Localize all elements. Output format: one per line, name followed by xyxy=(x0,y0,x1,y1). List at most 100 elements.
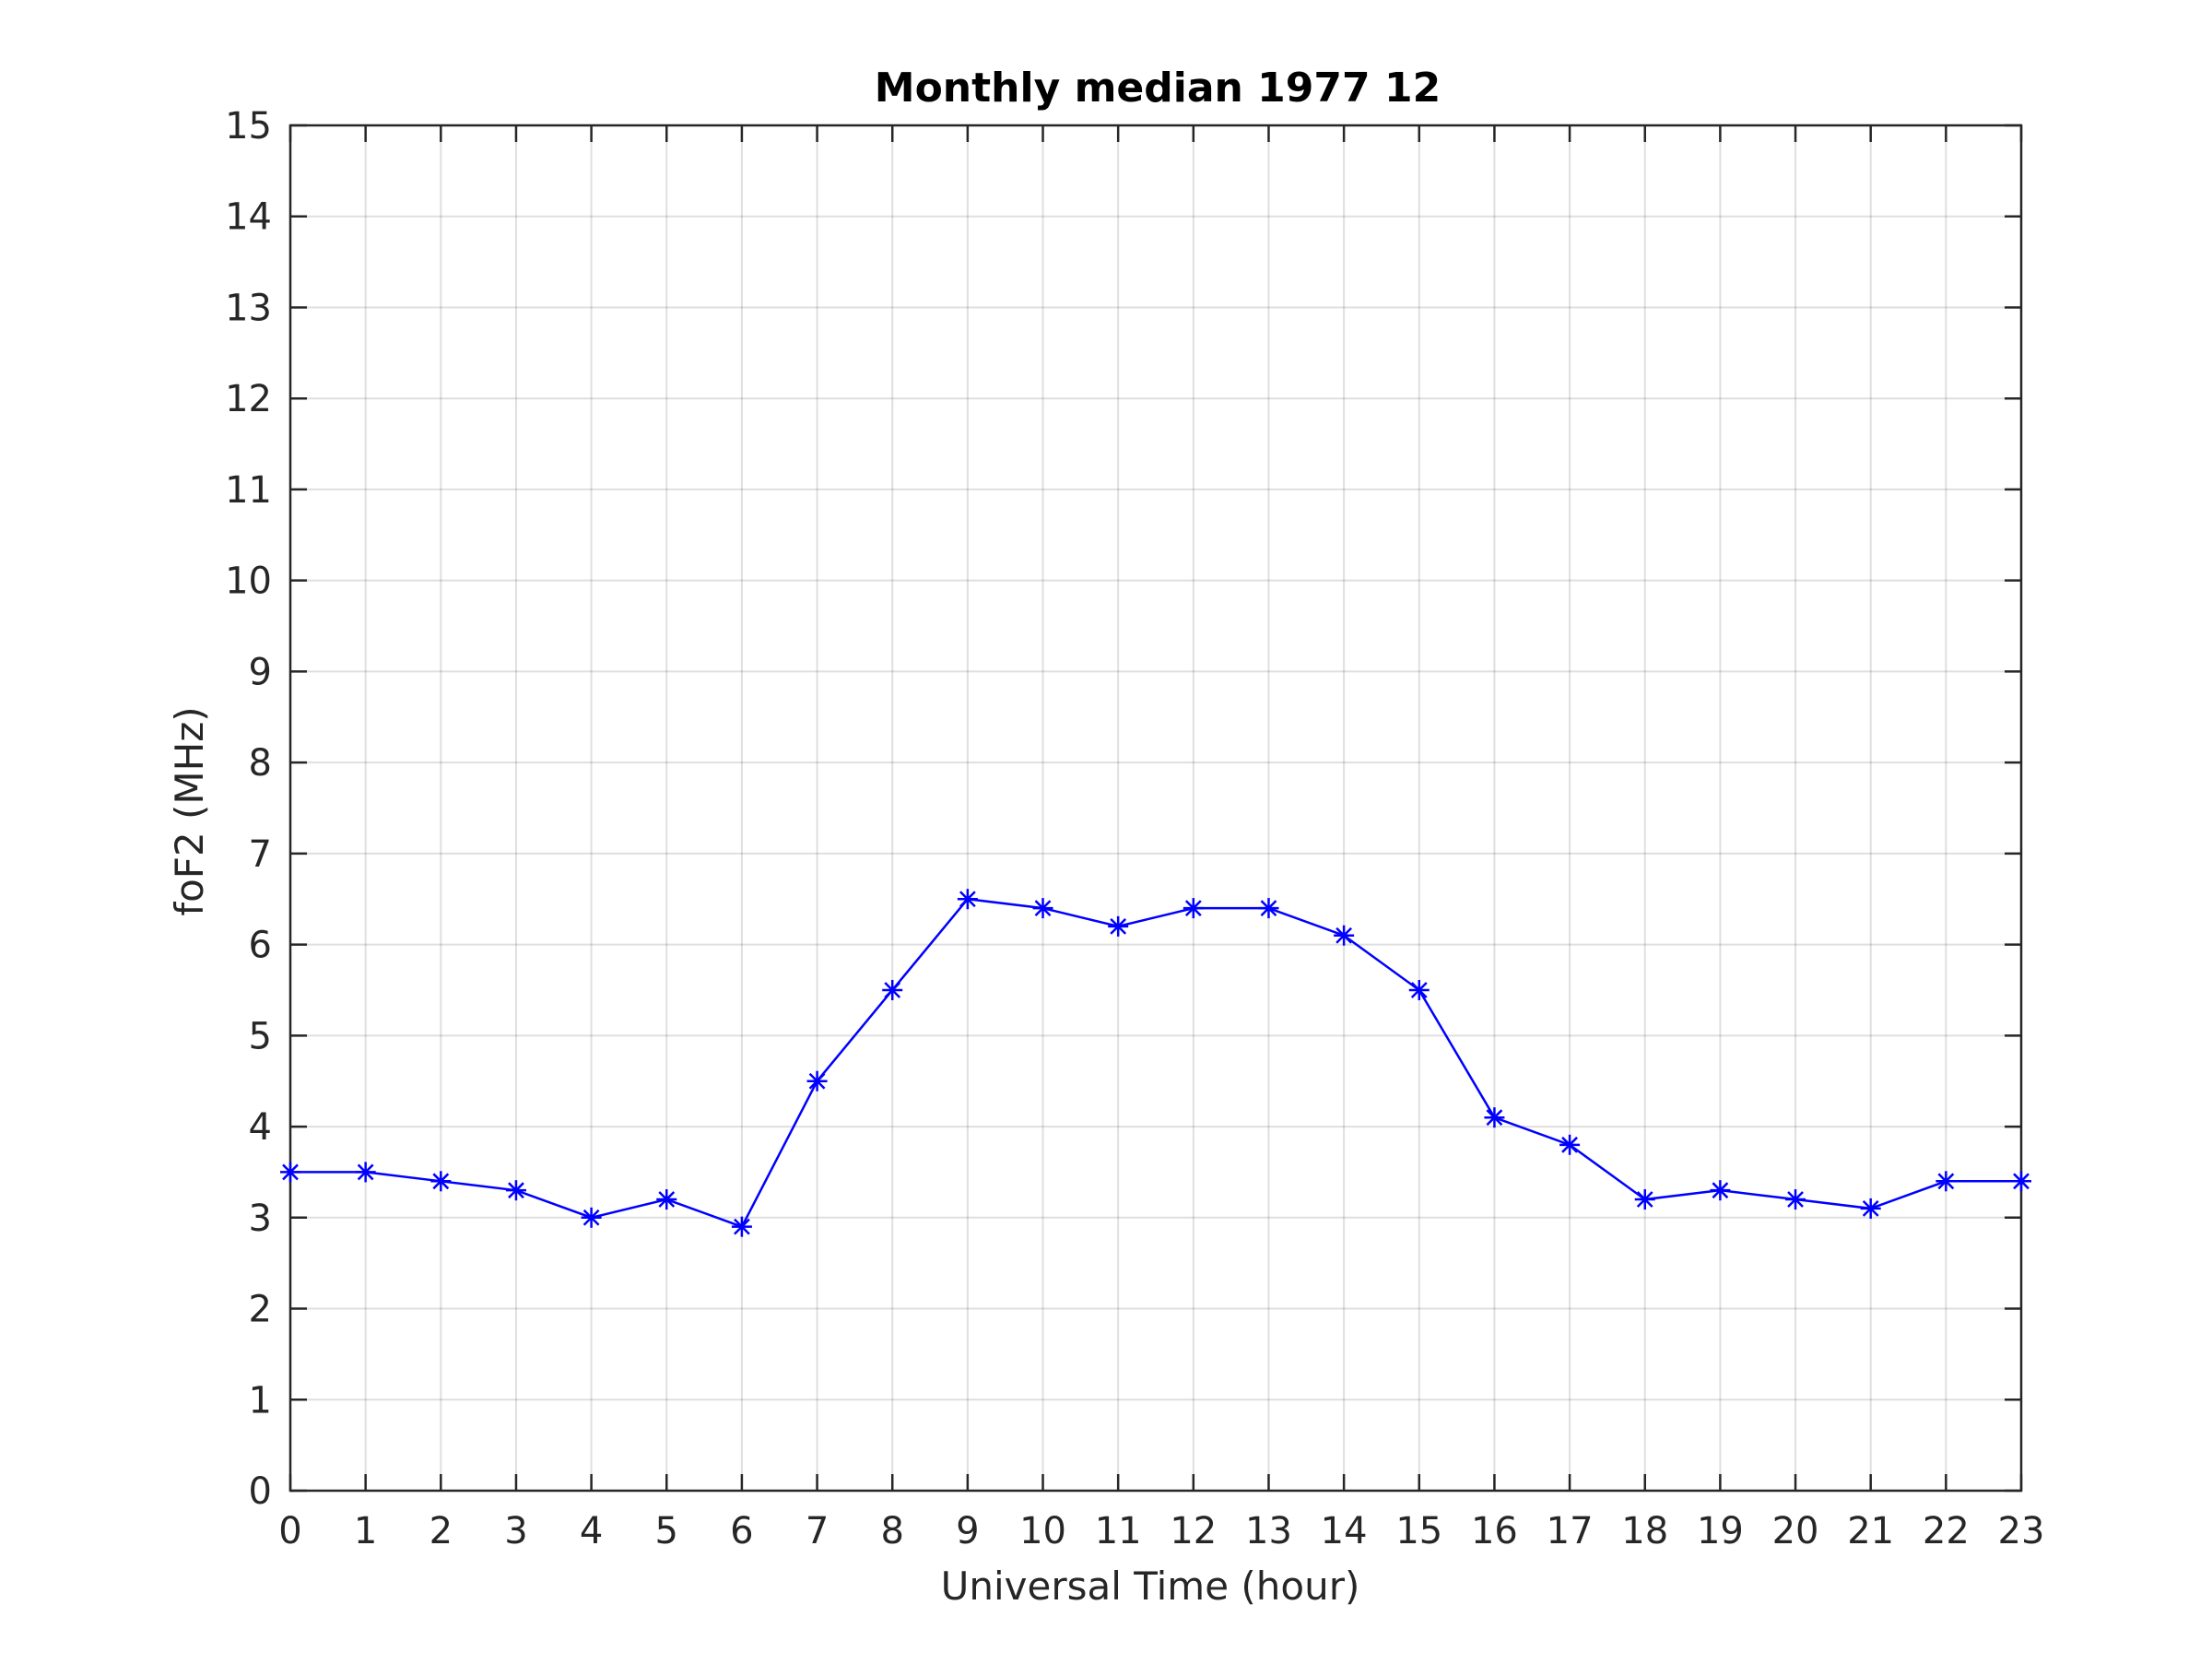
y-tick-label: 13 xyxy=(225,287,272,329)
data-point-marker xyxy=(731,1216,752,1237)
x-tick-label: 16 xyxy=(1471,1510,1518,1552)
x-tick-label: 19 xyxy=(1697,1510,1744,1552)
marker-stroke xyxy=(808,1072,826,1090)
y-tick-label: 15 xyxy=(225,105,272,148)
x-tick-label: 12 xyxy=(1170,1510,1217,1552)
marker-stroke xyxy=(1712,1182,1729,1199)
marker-stroke xyxy=(582,1209,600,1226)
x-tick-label: 18 xyxy=(1621,1510,1668,1552)
x-tick-label: 0 xyxy=(278,1510,301,1552)
y-tick-label: 11 xyxy=(225,469,272,512)
chart-title: Monthly median 1977 12 xyxy=(875,65,1441,112)
y-tick-label: 12 xyxy=(225,378,272,420)
y-tick-label: 1 xyxy=(249,1379,272,1422)
grid xyxy=(289,124,2022,1492)
data-point-marker xyxy=(355,1162,376,1183)
y-tick-label: 8 xyxy=(249,742,272,785)
y-tick-label: 4 xyxy=(249,1106,272,1149)
x-axis-label: Universal Time (hour) xyxy=(941,1564,1360,1609)
marker-stroke xyxy=(2013,1173,2030,1190)
x-tick-labels: 0 1 2 3 4 5 6 7 8 9 10 11 12 13 14 15 16 17 18 19 20 21 22 23 xyxy=(278,1510,2044,1552)
data-point-marker xyxy=(1182,898,1204,919)
data-point-marker xyxy=(656,1189,677,1210)
data-point-marker xyxy=(1936,1171,1957,1192)
data-point-marker xyxy=(1559,1134,1581,1155)
data-point-marker xyxy=(1484,1107,1505,1128)
x-tick-label: 14 xyxy=(1321,1510,1368,1552)
marker-stroke xyxy=(1110,917,1127,935)
plot-area xyxy=(290,125,2021,1491)
x-tick-label: 6 xyxy=(730,1510,753,1552)
x-tick-label: 11 xyxy=(1095,1510,1142,1552)
marker-stroke xyxy=(1862,1200,1879,1217)
axes-box xyxy=(288,124,2023,1493)
x-tick-label: 2 xyxy=(429,1510,453,1552)
y-axis-label: foF2 (MHz) xyxy=(167,706,212,915)
marker-stroke xyxy=(1486,1109,1503,1127)
data-point-marker xyxy=(2011,1171,2031,1192)
x-tick-label: 22 xyxy=(1923,1510,1970,1552)
x-tick-label: 13 xyxy=(1245,1510,1292,1552)
x-tick-label: 8 xyxy=(880,1510,903,1552)
data-point-marker xyxy=(430,1171,452,1192)
marker-stroke xyxy=(1561,1136,1578,1153)
x-tick-label: 10 xyxy=(1019,1510,1066,1552)
x-tick-label: 3 xyxy=(504,1510,527,1552)
x-tick-label: 20 xyxy=(1772,1510,1819,1552)
data-point-marker xyxy=(806,1070,828,1092)
series-layer xyxy=(280,889,2031,1237)
y-tick-label: 5 xyxy=(249,1015,272,1057)
y-tick-label: 14 xyxy=(225,196,272,239)
marker-stroke xyxy=(1410,982,1428,998)
y-tick-label: 10 xyxy=(225,561,272,603)
marker-stroke xyxy=(884,982,901,998)
x-tick-label: 5 xyxy=(655,1510,678,1552)
x-tick-label: 1 xyxy=(354,1510,377,1552)
y-tick-label: 6 xyxy=(249,925,272,967)
marker-stroke xyxy=(1184,900,1202,916)
y-tick-label: 7 xyxy=(249,833,272,876)
marker-stroke xyxy=(1260,900,1277,916)
data-point-marker xyxy=(1408,979,1430,1000)
data-point-marker xyxy=(1634,1189,1655,1210)
data-point-marker xyxy=(581,1207,602,1228)
x-tick-label: 4 xyxy=(580,1510,603,1552)
marker-stroke xyxy=(959,891,976,908)
marker-stroke xyxy=(1937,1173,1955,1190)
marker-stroke xyxy=(1636,1191,1653,1208)
x-tick-label: 21 xyxy=(1847,1510,1894,1552)
x-tick-label: 7 xyxy=(806,1510,829,1552)
marker-stroke xyxy=(1335,926,1353,944)
data-point-marker xyxy=(1710,1180,1731,1201)
data-point-marker xyxy=(957,889,978,910)
tick-marks xyxy=(288,124,2023,1493)
marker-stroke xyxy=(357,1163,374,1181)
y-tick-label: 9 xyxy=(249,651,272,693)
data-point-marker xyxy=(1108,915,1129,937)
data-point-marker xyxy=(1860,1198,1881,1219)
marker-stroke xyxy=(432,1173,450,1190)
data-point-marker xyxy=(1334,925,1355,946)
y-tick-label: 3 xyxy=(249,1198,272,1240)
x-tick-label: 17 xyxy=(1547,1510,1594,1552)
data-point-marker xyxy=(1785,1189,1806,1210)
data-point-marker xyxy=(1258,898,1279,919)
marker-stroke xyxy=(1034,900,1052,916)
marker-stroke xyxy=(282,1163,299,1181)
y-tick-label: 2 xyxy=(249,1289,272,1331)
series-line xyxy=(290,897,2021,1229)
y-tick-label: 0 xyxy=(249,1470,272,1513)
marker-stroke xyxy=(658,1191,676,1208)
x-tick-label: 23 xyxy=(1998,1510,2045,1552)
data-point-marker xyxy=(505,1180,526,1201)
marker-stroke xyxy=(508,1182,524,1199)
data-point-marker xyxy=(280,1162,300,1183)
data-point-marker xyxy=(882,979,903,1000)
marker-stroke xyxy=(1787,1191,1804,1208)
x-tick-label: 15 xyxy=(1395,1510,1442,1552)
x-tick-label: 9 xyxy=(956,1510,979,1552)
marker-stroke xyxy=(734,1218,750,1235)
